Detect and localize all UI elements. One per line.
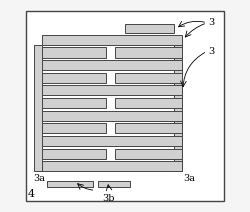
Text: 3a: 3a [183, 174, 195, 183]
Bar [42, 35, 182, 45]
Bar [174, 45, 182, 171]
Text: 3: 3 [208, 18, 214, 27]
Bar [115, 123, 182, 133]
Bar [42, 161, 182, 171]
Bar [115, 149, 182, 159]
Bar [42, 73, 106, 83]
Bar [125, 25, 174, 33]
Bar [42, 136, 182, 146]
Bar [115, 98, 182, 108]
Bar [42, 47, 106, 58]
Text: 3a: 3a [34, 174, 46, 183]
Bar [42, 85, 182, 95]
Text: 3b: 3b [102, 194, 115, 203]
Bar [42, 111, 182, 121]
Bar [42, 60, 182, 70]
Bar [42, 123, 106, 133]
Bar [34, 45, 42, 171]
Bar [47, 181, 94, 187]
Bar [115, 47, 182, 58]
Bar [42, 98, 106, 108]
Text: 3: 3 [208, 47, 214, 56]
Bar [42, 149, 106, 159]
Bar [115, 73, 182, 83]
Text: 4: 4 [28, 189, 35, 199]
Bar [98, 181, 130, 187]
